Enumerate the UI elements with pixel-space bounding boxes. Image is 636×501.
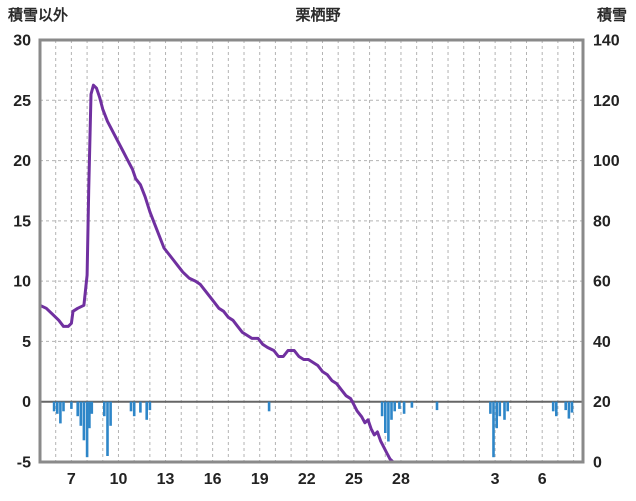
x-axis-tick-label: 19 [251,471,269,488]
right-axis-tick-label: 140 [593,33,620,50]
right-axis-tick-label: 80 [593,213,611,230]
precip-bar [109,401,112,426]
precip-bar [398,401,401,409]
precip-bar [551,401,555,412]
precip-bar [82,401,86,441]
precip-bar [139,401,142,413]
x-axis-tick-label: 3 [491,471,500,488]
precip-bar [435,401,439,411]
left-axis-tick-label: -5 [17,455,31,472]
precip-bar [495,401,498,429]
right-axis-tick-label: 20 [593,394,611,411]
x-axis-tick-label: 28 [392,471,410,488]
precip-bar [489,401,492,414]
precip-bar [267,401,271,412]
left-axis-title: 積雪以外 [8,7,69,24]
left-axis-tick-label: 20 [13,153,31,170]
left-axis-tick-label: 10 [13,274,31,291]
right-axis-tick-label: 40 [593,334,611,351]
precip-bar [79,401,83,426]
x-axis-tick-label: 7 [67,471,76,488]
precip-bar [410,401,414,408]
left-axis-tick-label: 25 [13,93,31,110]
precip-bars [52,401,574,458]
precip-bar [88,401,91,429]
snow-depth-line [40,83,583,462]
precip-bar [503,401,506,420]
x-axis-tick-label: 13 [157,471,175,488]
left-axis-tick-label: 15 [13,213,31,230]
precip-bar [564,401,567,411]
right-axis-tick-label: 0 [593,455,602,472]
precip-bar [76,401,79,417]
precip-bar [570,401,574,413]
precip-bar [380,401,384,417]
precip-bar [498,401,502,417]
precip-bar [59,401,62,424]
precip-bar [62,401,65,412]
right-axis-tick-label: 120 [593,93,620,110]
precip-bar [90,401,94,414]
precip-bar [85,401,89,458]
x-axis-tick-label: 16 [204,471,222,488]
left-axis-tick-label: 0 [22,394,31,411]
precip-bar [492,401,495,458]
precip-bar [402,401,406,414]
left-axis-tick-label: 5 [22,334,31,351]
right-axis-tick-label: 100 [593,153,620,170]
plot-frame [38,38,585,464]
precip-bar [145,401,148,420]
x-axis-tick-label: 22 [298,471,316,488]
precip-bar [393,401,396,412]
x-axis-tick-label: 6 [538,471,547,488]
precip-bar [56,401,59,414]
precip-bar [387,401,390,442]
precip-bar [148,401,152,411]
precip-bar [567,401,571,419]
precip-bar [384,401,387,433]
x-axis-tick-label: 25 [345,471,363,488]
right-axis-tick-label: 60 [593,274,611,291]
chart-title: 栗栖野 [295,7,341,24]
precip-bar [555,401,558,417]
precip-bar [70,401,73,409]
precip-bar [106,401,109,456]
precip-bar [103,401,106,417]
precip-bar [132,401,136,417]
left-axis-tick-label: 30 [13,33,31,50]
precip-bar [129,401,133,412]
precip-bar [52,401,56,412]
precip-bar [506,401,509,412]
x-axis-tick-label: 10 [110,471,128,488]
precip-bar [390,401,393,420]
right-axis-title: 積雪 [596,7,627,24]
